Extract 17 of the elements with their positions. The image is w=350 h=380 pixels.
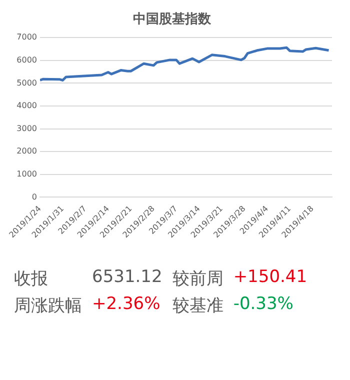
y-tick-label: 7000 [16, 32, 38, 42]
text: 6531.12 [92, 267, 162, 289]
y-tick-label: 0 [32, 192, 38, 202]
chart-title: 中国股基指数 [133, 12, 212, 28]
y-tick-label: 2000 [16, 146, 38, 156]
y-tick-label: 4000 [16, 101, 38, 110]
text: +150.41 [233, 267, 308, 289]
text: +2.36% [92, 294, 162, 316]
y-tick-label: 3000 [16, 124, 38, 133]
y-tick-label: 6000 [16, 55, 38, 64]
y-tick-label: 5000 [16, 78, 38, 88]
text: -0.33% [233, 294, 294, 316]
text: 较基准 [172, 295, 224, 317]
y-tick-label: 1000 [16, 169, 38, 178]
text: 周涨跌幅 [14, 295, 82, 317]
text: 较前周 [172, 268, 224, 290]
text: 收报 [14, 268, 49, 290]
